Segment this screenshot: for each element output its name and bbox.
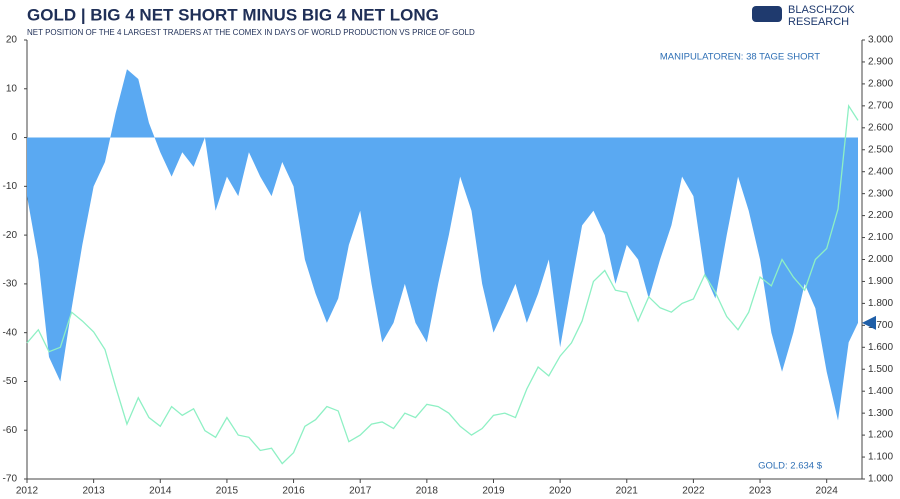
y-tick-label: -30 <box>3 279 18 290</box>
y2-tick-label: 2.800 <box>868 79 893 90</box>
x-tick-label: 2014 <box>149 486 172 497</box>
y2-tick-label: 1.700 <box>868 320 893 331</box>
y2-tick-label: 1.800 <box>868 298 893 309</box>
y-tick-label: -50 <box>3 376 18 387</box>
x-tick-label: 2015 <box>216 486 239 497</box>
x-tick-label: 2013 <box>83 486 106 497</box>
chart-title: GOLD | BIG 4 NET SHORT MINUS BIG 4 NET L… <box>27 5 439 24</box>
y-tick-label: 20 <box>6 35 18 46</box>
x-tick-label: 2024 <box>816 486 839 497</box>
y-tick-label: -40 <box>3 327 18 338</box>
y2-tick-label: 1.500 <box>868 364 893 375</box>
y2-tick-label: 3.000 <box>868 35 893 46</box>
y2-tick-label: 2.700 <box>868 100 893 111</box>
y2-tick-label: 1.400 <box>868 386 893 397</box>
y2-tick-label: 2.500 <box>868 144 893 155</box>
annotation: MANIPULATOREN: 38 TAGE SHORT <box>660 52 820 63</box>
y2-tick-label: 1.900 <box>868 276 893 287</box>
y2-tick-label: 1.200 <box>868 430 893 441</box>
position-area <box>27 69 859 421</box>
y-tick-label: -60 <box>3 425 18 436</box>
x-tick-label: 2016 <box>282 486 305 497</box>
x-tick-label: 2022 <box>682 486 705 497</box>
logo-text: BLASCHZOK <box>788 4 855 16</box>
x-tick-label: 2020 <box>549 486 572 497</box>
y-tick-label: -70 <box>3 474 18 485</box>
x-tick-label: 2019 <box>482 486 505 497</box>
y-tick-label: -20 <box>3 230 18 241</box>
price-line <box>26 103 859 465</box>
x-tick-label: 2012 <box>16 486 39 497</box>
y2-tick-label: 2.400 <box>868 166 893 177</box>
logo-icon <box>752 6 782 22</box>
y2-tick-label: 1.000 <box>868 474 893 485</box>
last-value-marker <box>862 315 876 330</box>
y2-tick-label: 2.000 <box>868 254 893 265</box>
y2-tick-label: 2.300 <box>868 188 893 199</box>
y2-tick-label: 1.100 <box>868 452 893 463</box>
x-tick-label: 2023 <box>749 486 772 497</box>
y-tick-label: -10 <box>3 181 18 192</box>
x-tick-label: 2018 <box>416 486 439 497</box>
x-tick-label: 2021 <box>616 486 639 497</box>
x-tick-label: 2017 <box>349 486 372 497</box>
annotation: GOLD: 2.634 $ <box>758 461 823 472</box>
y2-tick-label: 2.900 <box>868 57 893 68</box>
chart-subtitle: NET POSITION OF THE 4 LARGEST TRADERS AT… <box>27 28 475 37</box>
y2-tick-label: 2.100 <box>868 232 893 243</box>
y-tick-label: 0 <box>11 132 17 143</box>
y2-tick-label: 1.300 <box>868 408 893 419</box>
y2-tick-label: 2.200 <box>868 210 893 221</box>
y2-tick-label: 1.600 <box>868 342 893 353</box>
y2-tick-label: 2.600 <box>868 122 893 133</box>
logo-text: RESEARCH <box>788 16 849 28</box>
y-tick-label: 10 <box>6 83 18 94</box>
